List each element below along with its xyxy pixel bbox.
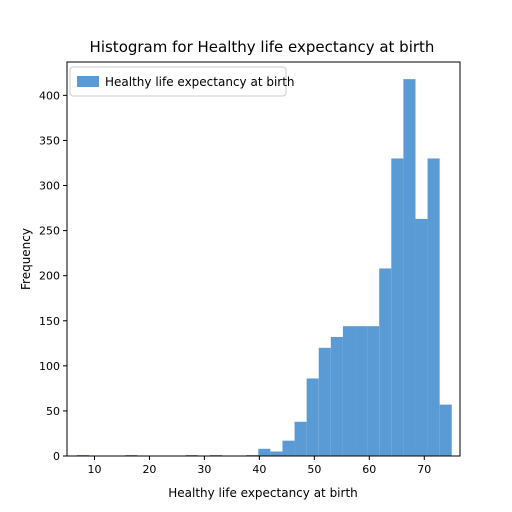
y-tick-label: 150: [39, 315, 60, 328]
plot-frame: [66, 61, 461, 457]
y-tick-label: 300: [39, 180, 60, 193]
x-axis-ticks: 10 20 30 40 50 60 70: [87, 456, 431, 476]
histogram-bar-22: [342, 326, 356, 456]
histogram-bar-17: [282, 440, 295, 456]
legend-label: Healthy life expectancy at birth: [105, 75, 295, 89]
legend: Healthy life expectancy at birth: [69, 66, 295, 97]
y-tick-label: 400: [39, 89, 60, 102]
histogram-bar-27: [403, 79, 416, 456]
x-axis-label: Healthy life expectancy at birth: [168, 486, 358, 500]
histogram-bar-30: [439, 404, 452, 456]
legend-box: [69, 66, 287, 97]
y-tick-label: 50: [46, 405, 60, 418]
legend-swatch: [77, 76, 99, 87]
histogram-bar-19: [306, 378, 319, 456]
x-tick-label: 60: [362, 463, 376, 476]
x-tick-label: 30: [197, 463, 211, 476]
x-tick-label: 10: [87, 463, 101, 476]
y-axis-ticks: 0 50 100 150 200 250 300 350 400: [39, 89, 67, 463]
histogram-bar-24: [367, 326, 380, 456]
histogram-bar-15: [258, 448, 271, 456]
histogram-bar-20: [318, 347, 331, 456]
histogram-bar-23: [355, 326, 368, 456]
x-tick-label: 20: [142, 463, 156, 476]
histogram-bar-16: [270, 451, 283, 456]
y-tick-label: 200: [39, 270, 60, 283]
x-tick-label: 40: [252, 463, 266, 476]
histogram-bar-29: [427, 158, 440, 457]
chart-title: Histogram for Healthy life expectancy at…: [90, 38, 435, 56]
y-tick-label: 250: [39, 225, 60, 238]
y-tick-label: 0: [53, 450, 60, 463]
histogram-bar-21: [330, 336, 343, 456]
histogram-bar-28: [415, 218, 428, 456]
x-tick-label: 50: [307, 463, 321, 476]
y-tick-label: 100: [39, 360, 60, 373]
y-tick-label: 350: [39, 134, 60, 147]
histogram-bar-25: [379, 268, 392, 456]
bars-group: [76, 79, 452, 457]
y-axis-label: Frequency: [19, 228, 33, 290]
x-tick-label: 70: [417, 463, 431, 476]
histogram-bar-26: [391, 158, 404, 457]
histogram-bar-18: [294, 421, 307, 456]
